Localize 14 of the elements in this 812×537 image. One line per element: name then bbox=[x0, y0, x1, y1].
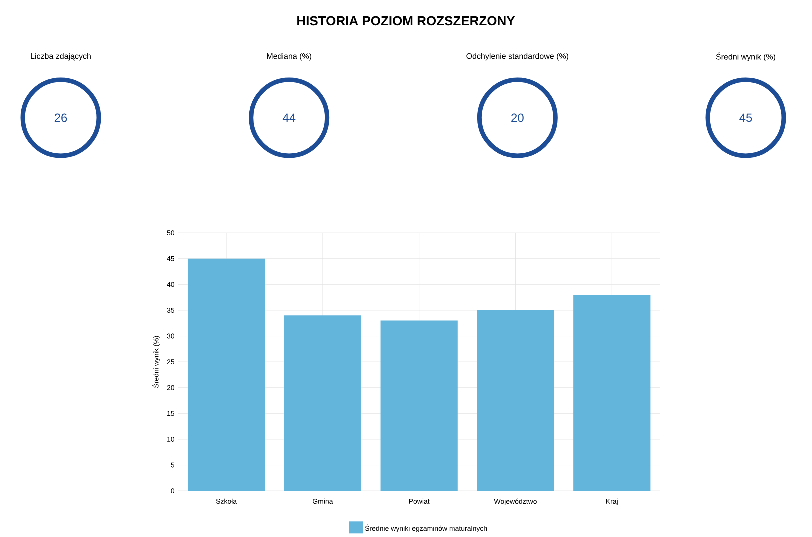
bar bbox=[188, 259, 266, 492]
data-label: 44 bbox=[282, 114, 296, 122]
category-label: Średni wynik (%) bbox=[716, 52, 776, 62]
data-label: 26 bbox=[54, 114, 68, 122]
category-label: Odchylenie standardowe (%) bbox=[466, 53, 569, 61]
bar bbox=[284, 316, 362, 492]
data-label: 45 bbox=[740, 114, 752, 122]
bar bbox=[380, 321, 458, 492]
category-label: Liczba zdających bbox=[31, 53, 91, 61]
bar bbox=[477, 310, 554, 492]
category-label: Mediana (%) bbox=[267, 54, 312, 61]
data-label: 20 bbox=[512, 114, 524, 122]
text: HISTORIA POZIOM ROZSZERZONY bbox=[298, 16, 516, 26]
bar bbox=[574, 295, 651, 492]
